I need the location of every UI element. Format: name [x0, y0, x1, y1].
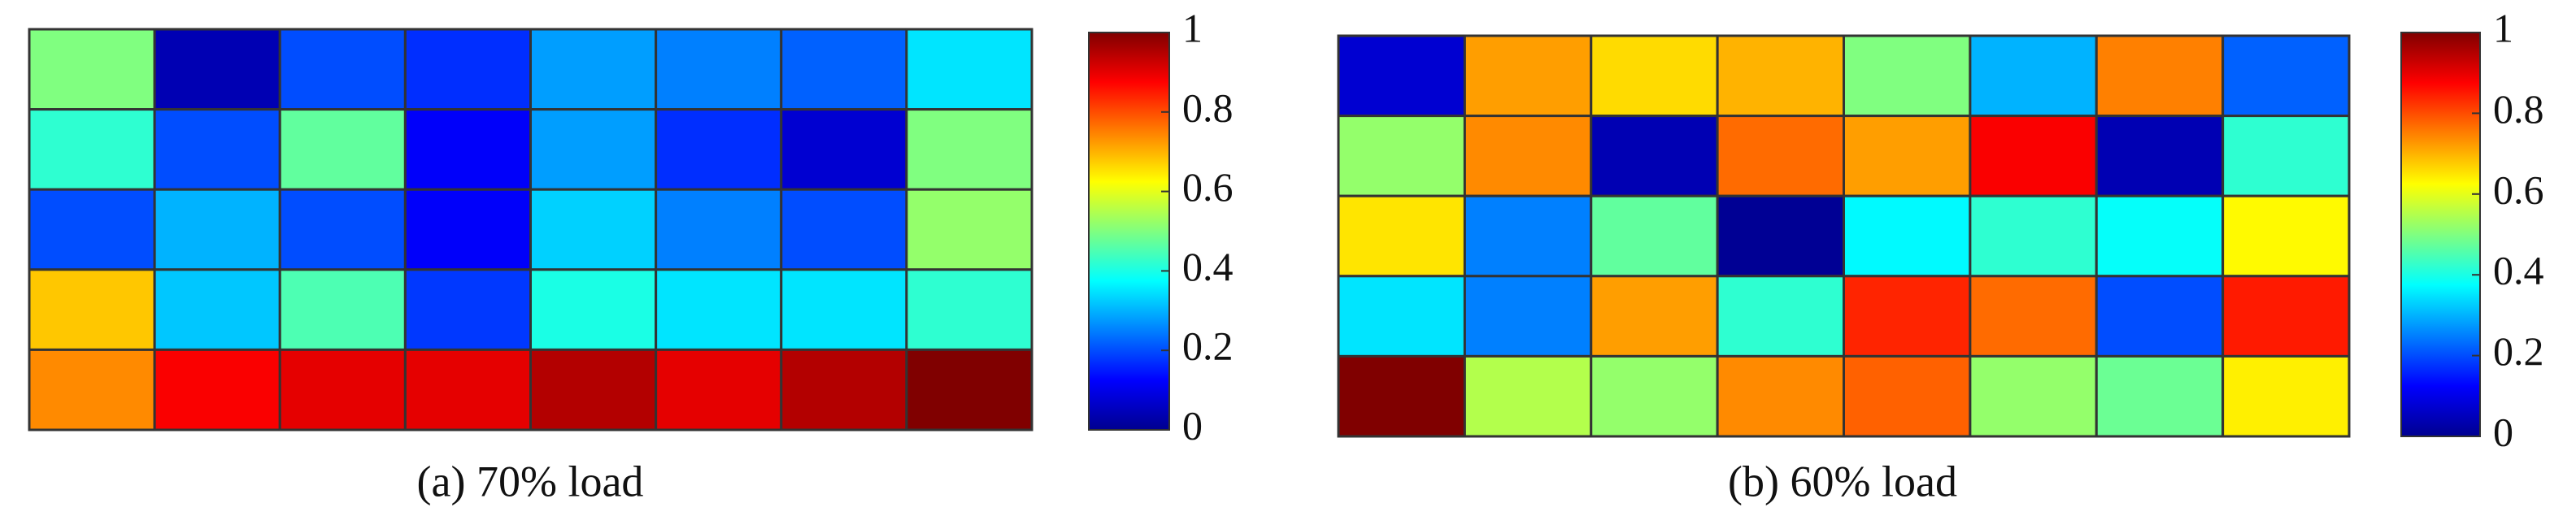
heatmap-cell — [529, 268, 658, 351]
colorbar-tick-label: 0.8 — [1182, 85, 1234, 130]
colorbar — [1088, 32, 1170, 431]
heatmap-cell — [403, 268, 532, 351]
heatmap-cell — [278, 28, 407, 111]
heatmap-cell — [1969, 275, 2098, 358]
heatmap-cell — [1716, 34, 1845, 118]
heatmap-cell — [1843, 115, 1972, 197]
heatmap-cell — [153, 268, 281, 351]
heatmap-cell — [1716, 354, 1845, 438]
heatmap-cell — [153, 188, 281, 271]
heatmap-cell — [28, 28, 156, 111]
heatmap-cell — [529, 188, 658, 271]
colorbar-tick-label: 0.2 — [1182, 323, 1234, 369]
heatmap-cell — [403, 188, 532, 271]
heatmap-cell — [1337, 275, 1466, 358]
heatmap-cell — [905, 108, 1033, 191]
heatmap-cell — [1843, 275, 1972, 358]
heatmap-cell — [1463, 354, 1593, 438]
heatmap-cell — [403, 28, 532, 111]
heatmap-cell — [780, 348, 908, 431]
heatmap-cell — [1590, 115, 1719, 197]
heatmap-cell — [529, 28, 658, 111]
heatmap-cell — [403, 348, 532, 431]
heatmap-cell — [2095, 34, 2225, 118]
colorbar-tick-label: 1 — [2493, 5, 2513, 50]
heatmap-cell — [529, 108, 658, 191]
heatmap-cell — [1843, 194, 1972, 278]
heatmap-cell — [1590, 275, 1719, 358]
heatmap-cell — [1590, 34, 1719, 118]
heatmap-cell — [1337, 115, 1466, 197]
heatmap-cell — [153, 108, 281, 191]
heatmap-cell — [2221, 275, 2351, 358]
heatmap-cell — [153, 28, 281, 111]
heatmap-cell — [28, 348, 156, 431]
heatmap-cell — [1337, 354, 1466, 438]
heatmap-cell — [1843, 354, 1972, 438]
colorbar-tick-label: 0.4 — [1182, 244, 1234, 289]
heatmap-cell — [1969, 194, 2098, 278]
heatmap-cell — [655, 188, 783, 271]
colorbar-tick-label: 0 — [2493, 409, 2513, 454]
heatmap-cell — [1337, 34, 1466, 118]
heatmap-cell — [905, 348, 1033, 431]
heatmap-cell — [2221, 115, 2351, 197]
heatmap-cell — [780, 28, 908, 111]
heatmap-cell — [2095, 275, 2225, 358]
heatmap-cell — [28, 268, 156, 351]
heatmap-cell — [1463, 275, 1593, 358]
colorbar-tick-label: 0.8 — [2493, 86, 2544, 132]
heatmap-cell — [2221, 34, 2351, 118]
heatmap-cell — [1590, 194, 1719, 278]
heatmap-cell — [655, 348, 783, 431]
heatmap-cell — [1716, 275, 1845, 358]
heatmap-cell — [905, 268, 1033, 351]
colorbar — [2400, 32, 2481, 437]
colorbar-tick-label: 1 — [1182, 5, 1203, 50]
heatmap-cell — [278, 188, 407, 271]
heatmap-cell — [1716, 194, 1845, 278]
heatmap-cell — [655, 28, 783, 111]
heatmap-cell — [1463, 194, 1593, 278]
heatmap-cell — [278, 268, 407, 351]
heatmap-cell — [28, 108, 156, 191]
heatmap-cell — [2221, 194, 2351, 278]
heatmap-cell — [780, 108, 908, 191]
heatmap-cell — [1463, 115, 1593, 197]
heatmap-cell — [780, 188, 908, 271]
caption: (b) 60% load — [1728, 457, 1957, 505]
heatmap-cell — [278, 348, 407, 431]
heatmap-cell — [1969, 115, 2098, 197]
heatmap-cell — [2095, 354, 2225, 438]
heatmap-cell — [529, 348, 658, 431]
heatmap-cell — [153, 348, 281, 431]
colorbar-tick-label: 0.6 — [1182, 164, 1234, 210]
heatmap-cell — [278, 108, 407, 191]
colorbar-tick-label: 0.6 — [2493, 167, 2544, 212]
heatmap-cell — [1969, 354, 2098, 438]
heatmap-cell — [1337, 194, 1466, 278]
heatmap-cell — [1843, 34, 1972, 118]
heatmap-cell — [2221, 354, 2351, 438]
heatmap-cell — [655, 108, 783, 191]
heatmap-cell — [2095, 194, 2225, 278]
heatmap-cell — [655, 268, 783, 351]
heatmap-cell — [403, 108, 532, 191]
heatmap-cell — [2095, 115, 2225, 197]
heatmap-cell — [1463, 34, 1593, 118]
heatmap-cell — [28, 188, 156, 271]
colorbar-tick-label: 0.4 — [2493, 248, 2544, 293]
heatmap-cell — [780, 268, 908, 351]
colorbar-tick-label: 0 — [1182, 402, 1203, 448]
caption: (a) 70% load — [417, 457, 644, 505]
heatmap-cell — [905, 188, 1033, 271]
heatmap-cell — [905, 28, 1033, 111]
heatmap-cell — [1969, 34, 2098, 118]
colorbar-tick-label: 0.2 — [2493, 328, 2544, 374]
heatmap-cell — [1716, 115, 1845, 197]
heatmap-cell — [1590, 354, 1719, 438]
